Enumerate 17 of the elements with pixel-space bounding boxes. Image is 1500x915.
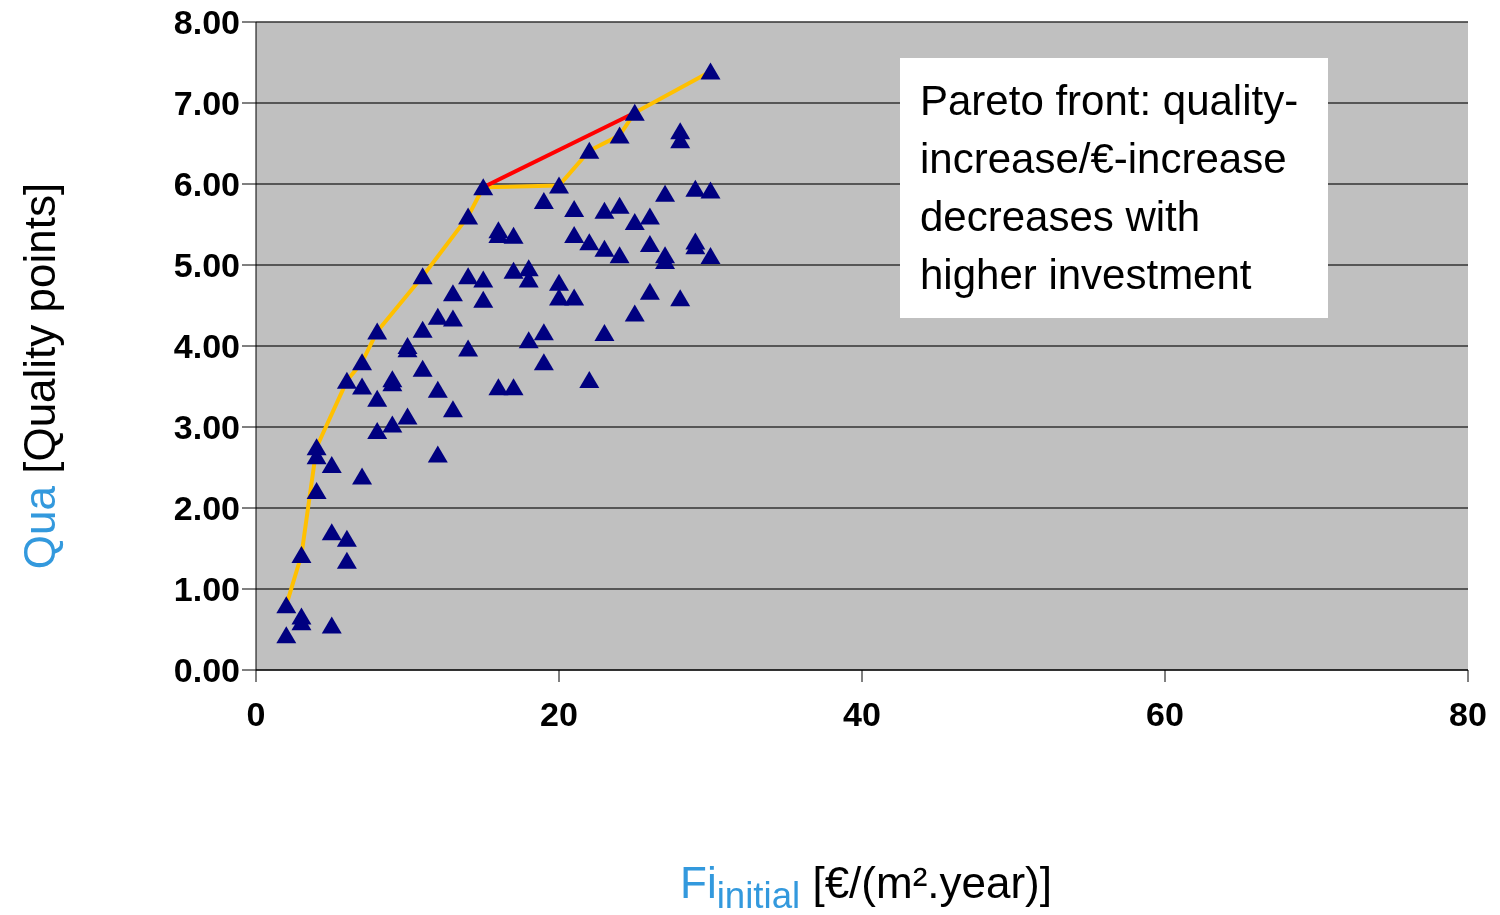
y-tick-label: 4.00 xyxy=(173,327,240,366)
y-tick-label: 3.00 xyxy=(173,408,240,447)
x-tick-label: 40 xyxy=(843,695,881,734)
y-axis-title: Qua [Quality points] xyxy=(15,182,64,570)
y-tick-label: 7.00 xyxy=(173,84,240,123)
y-tick-label: 6.00 xyxy=(173,165,240,204)
x-tick-label: 60 xyxy=(1146,695,1184,734)
y-tick-label: 1.00 xyxy=(173,570,240,609)
x-tick-label: 0 xyxy=(246,695,266,734)
x-tick-label: 80 xyxy=(1449,695,1487,734)
x-axis-title: Fi$_{initial}$ [€/(m².year)] xyxy=(680,858,1052,915)
y-tick-label: 2.00 xyxy=(173,489,240,528)
annotation: Pareto front: quality-increase/€-increase decreases with higher investment xyxy=(900,58,1328,318)
y-tick-label: 0.00 xyxy=(173,651,240,690)
y-tick-label: 8.00 xyxy=(173,3,240,42)
x-tick-label: 20 xyxy=(540,695,578,734)
y-tick-label: 5.00 xyxy=(173,246,240,285)
